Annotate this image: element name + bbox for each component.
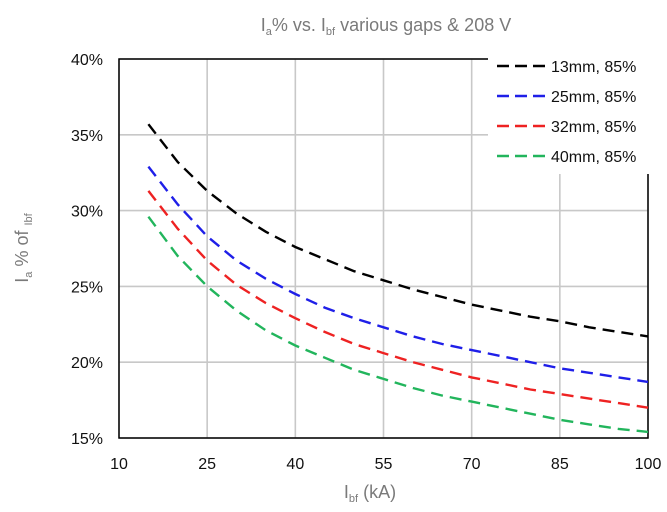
- series-line-1: [147, 123, 649, 338]
- legend-label-3: 32mm, 85%: [551, 119, 636, 136]
- title-prefix: I: [261, 15, 266, 35]
- y-axis-title-sub2: Ibf: [23, 212, 35, 225]
- x-axis-title-main: I: [344, 482, 349, 502]
- y-tick-label: 25%: [71, 279, 103, 296]
- x-tick-label: 100: [635, 456, 662, 473]
- legend-background: [488, 50, 666, 174]
- title-middle: % vs. I: [272, 15, 326, 35]
- legend-label-4: 40mm, 85%: [551, 149, 636, 166]
- x-tick-label: 10: [110, 456, 128, 473]
- y-axis-title-main: I: [12, 278, 32, 283]
- y-tick-label: 40%: [71, 52, 103, 69]
- x-tick-label: 85: [551, 456, 569, 473]
- y-tick-label: 15%: [71, 431, 103, 448]
- y-tick-label: 20%: [71, 355, 103, 372]
- y-tick-label: 30%: [71, 204, 103, 221]
- x-tick-labels: 10 25 40 55 70 85 100: [110, 456, 661, 473]
- y-axis-title-rest: % of: [12, 226, 32, 272]
- series-line-2: [147, 165, 649, 384]
- plot-frame: [118, 58, 649, 439]
- chart-title: Ia% vs. Ibf various gaps & 208 V: [261, 15, 511, 38]
- series-line-3: [147, 190, 649, 409]
- x-tick-label: 25: [198, 456, 216, 473]
- x-tick-label: 55: [375, 456, 393, 473]
- title-prefix-sub: a: [266, 26, 273, 38]
- x-tick-label: 40: [286, 456, 304, 473]
- legend-label-2: 25mm, 85%: [551, 89, 636, 106]
- title-suffix: various gaps & 208 V: [335, 15, 511, 35]
- y-tick-label: 35%: [71, 128, 103, 145]
- x-tick-label: 70: [463, 456, 481, 473]
- y-axis-title: Ia % of Ibf: [12, 212, 35, 282]
- series-line-4: [147, 215, 649, 434]
- series-lines: [147, 123, 649, 434]
- x-axis-title-rest: (kA): [358, 482, 396, 502]
- legend: 13mm, 85% 25mm, 85% 32mm, 85% 40mm, 85%: [488, 50, 666, 174]
- title-middle-sub: bf: [326, 26, 336, 38]
- legend-label-1: 13mm, 85%: [551, 59, 636, 76]
- x-axis-title: Ibf (kA): [344, 482, 396, 505]
- y-tick-labels: 15% 20% 25% 30% 35% 40%: [71, 52, 103, 448]
- x-axis-title-sub: bf: [349, 493, 359, 505]
- y-axis-title-sub: a: [23, 271, 35, 278]
